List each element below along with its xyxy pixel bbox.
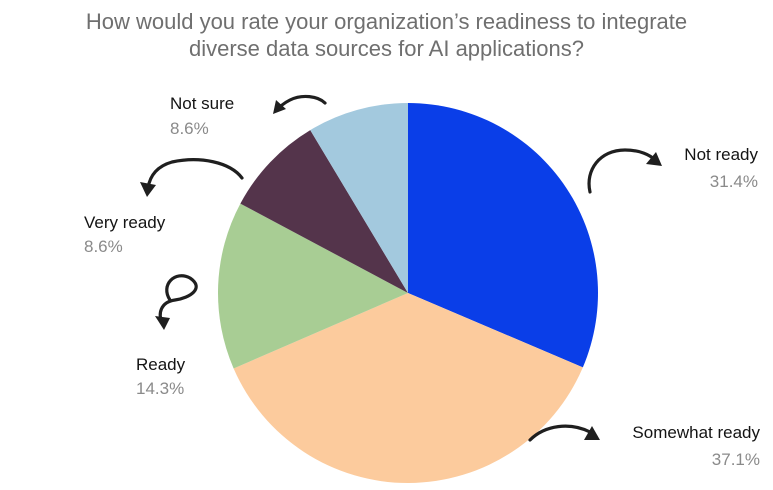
arrow-somewhat-ready-icon: [528, 424, 600, 442]
label-not-sure-name: Not sure: [170, 94, 234, 113]
arrow-not-sure-icon: [273, 94, 327, 114]
label-very-ready-value: 8.6%: [84, 237, 123, 256]
label-somewhat-ready-name: Somewhat ready: [632, 423, 760, 442]
label-ready: Ready 14.3%: [136, 355, 186, 398]
slice-somewhat-ready: [233, 293, 583, 483]
label-not-ready-name: Not ready: [684, 145, 758, 164]
label-not-sure: Not sure 8.6%: [170, 94, 234, 138]
label-somewhat-ready: Somewhat ready 37.1%: [632, 423, 760, 469]
pie-slices: [218, 103, 598, 483]
label-not-ready: Not ready 31.4%: [684, 145, 758, 191]
label-very-ready-name: Very ready: [84, 213, 166, 232]
slice-ready: [218, 203, 408, 369]
label-ready-name: Ready: [136, 355, 186, 374]
chart-title: How would you rate your organization’s r…: [0, 8, 773, 62]
arrow-very-ready-icon: [140, 158, 244, 197]
label-ready-value: 14.3%: [136, 379, 184, 398]
label-somewhat-ready-value: 37.1%: [712, 450, 760, 469]
label-not-ready-value: 31.4%: [710, 172, 758, 191]
arrow-ready-icon: [155, 274, 198, 330]
slice-very-ready: [240, 130, 408, 293]
slice-not-ready: [408, 103, 598, 368]
arrow-not-ready-icon: [587, 148, 662, 194]
label-not-sure-value: 8.6%: [170, 119, 209, 138]
chart-title-line-2: diverse data sources for AI applications…: [188, 36, 584, 61]
chart-title-line-1: How would you rate your organization’s r…: [85, 9, 688, 34]
slice-not-sure: [310, 103, 408, 293]
label-very-ready: Very ready 8.6%: [84, 213, 166, 256]
